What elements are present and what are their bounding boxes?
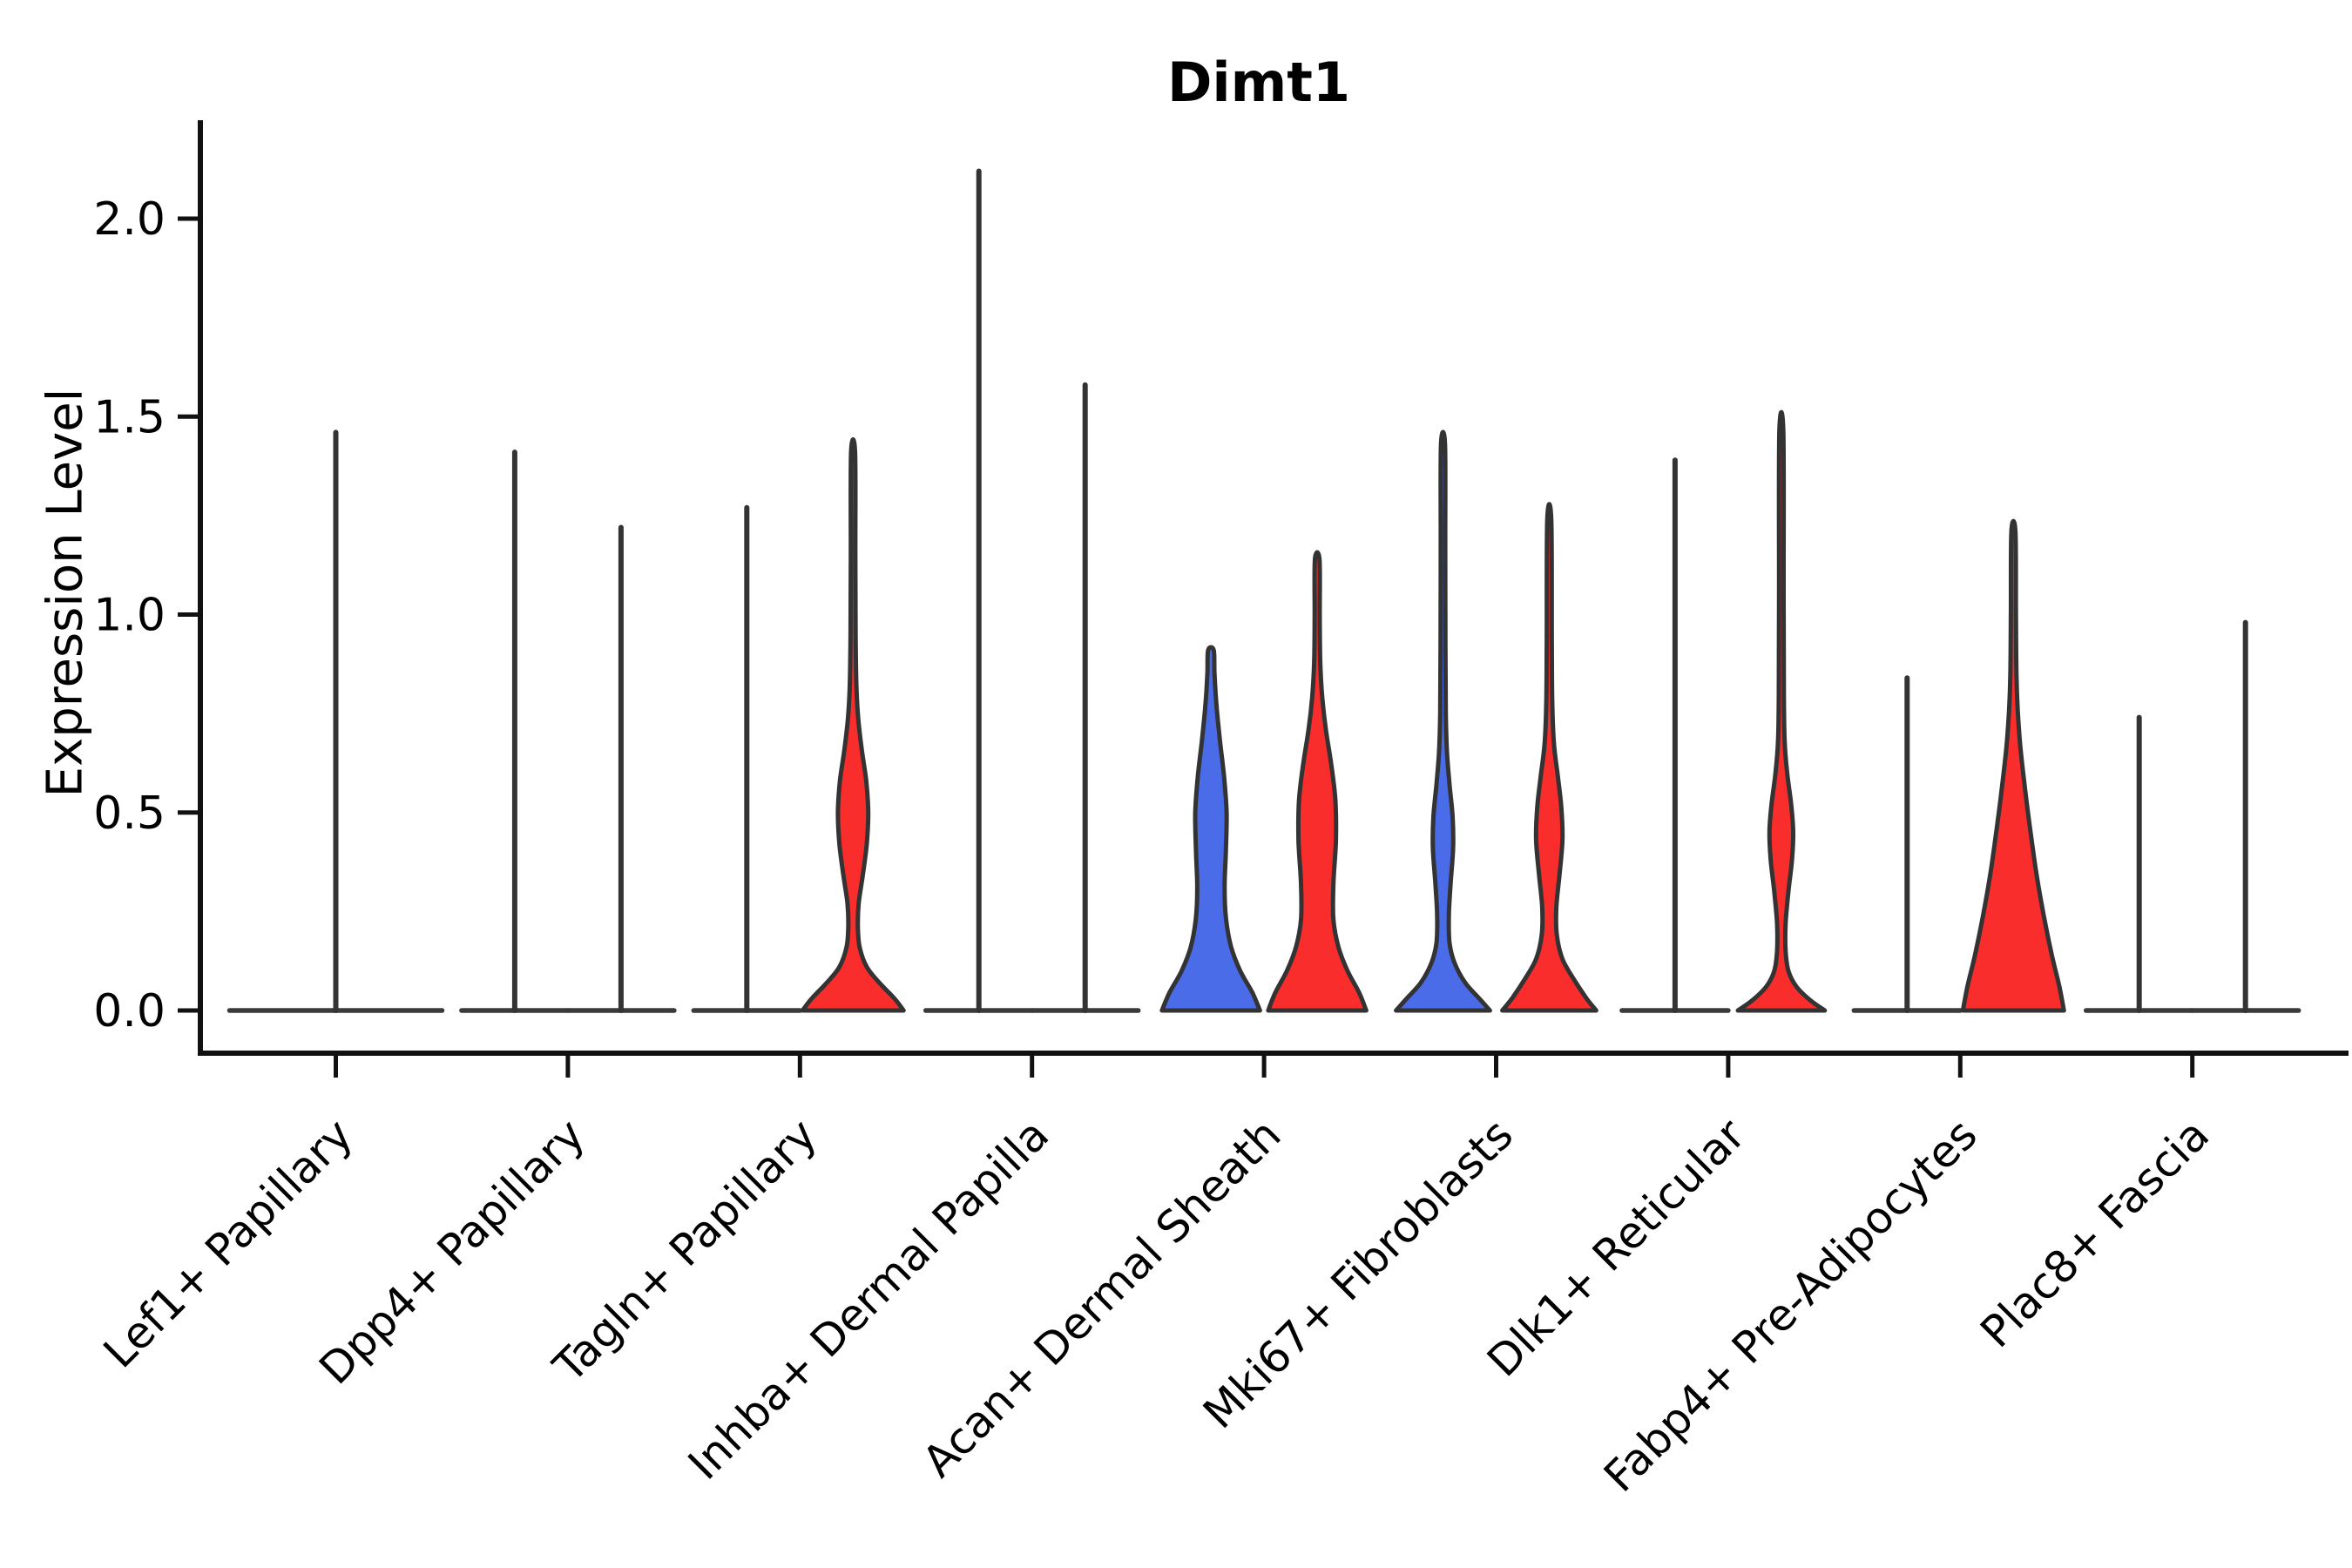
y-tick-label: 0.0 xyxy=(93,985,166,1037)
violin-shape-red xyxy=(1500,502,1598,1013)
violin-shape-red xyxy=(1266,550,1369,1013)
y-tick-label: 2.0 xyxy=(93,193,166,246)
x-tick-label: Fabp4+ Pre-Adipocytes xyxy=(1594,1109,1987,1502)
x-tick-label: Plac8+ Fascia xyxy=(1970,1109,2219,1357)
chart-title: Dimt1 xyxy=(1166,51,1351,114)
x-tick-label: Dlk1+ Reticular xyxy=(1477,1109,1754,1386)
x-tick-label: Lef1+ Papillary xyxy=(94,1109,362,1377)
y-tick-label: 1.0 xyxy=(93,590,166,642)
violin-shape-blue xyxy=(1159,645,1262,1013)
violin-shape-blue xyxy=(1394,429,1492,1013)
violin-shape-red xyxy=(800,436,906,1013)
y-tick-label: 0.5 xyxy=(93,787,166,840)
violin-shape-red xyxy=(1735,409,1828,1013)
violin-shape-red xyxy=(1960,518,2066,1013)
y-tick-label: 1.5 xyxy=(93,391,166,443)
